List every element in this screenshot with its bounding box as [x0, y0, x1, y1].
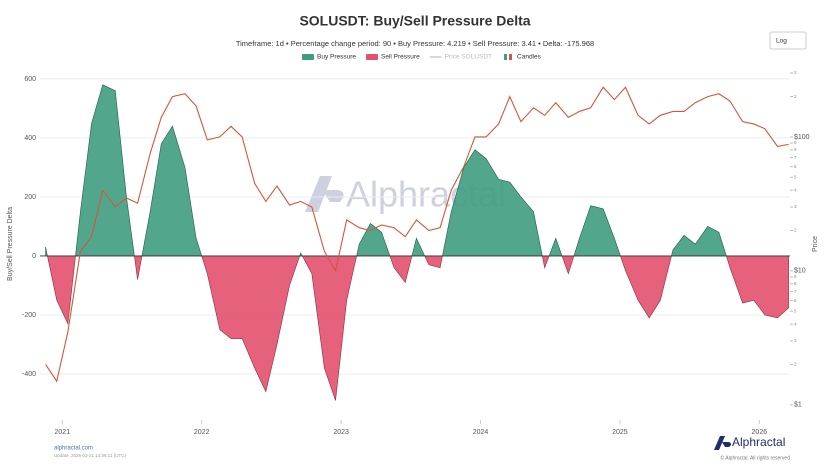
y2-tick-label: $10 [794, 268, 806, 275]
x-tick-label: 2026 [752, 429, 768, 436]
copyright: © Alphractal. All rights reserved [720, 454, 790, 461]
y2-tick-label: 5 [794, 308, 797, 313]
sell-pressure-area [45, 255, 789, 401]
legend-item[interactable]: Candles [504, 54, 542, 61]
y2-tick-label: 9 [794, 274, 797, 279]
legend-swatch[interactable] [509, 54, 513, 60]
legend-label[interactable]: Price SOLUSDT [445, 54, 492, 61]
y2-tick-label: 3 [794, 338, 797, 343]
x-tick-label: 2022 [194, 429, 210, 436]
scale-select[interactable]: Log [769, 31, 807, 50]
y2-tick-label: 7 [794, 289, 797, 294]
legend-swatch[interactable] [504, 54, 508, 60]
y-tick-label: 400 [24, 135, 36, 142]
x-tick-label: 2023 [333, 429, 349, 436]
legend-label[interactable]: Sell Pressure [381, 54, 420, 61]
y2-tick-label: 4 [794, 321, 797, 326]
x-tick-label: 2025 [612, 429, 628, 436]
y2-axis-title: Price [812, 236, 819, 252]
buy-pressure-area [45, 84, 789, 256]
y2-tick-label: 6 [794, 298, 797, 303]
legend-swatch[interactable] [366, 54, 379, 60]
y2-tick-label: $100 [794, 134, 810, 141]
y2-tick-label: 5 [794, 174, 797, 179]
y2-tick-label: 8 [794, 147, 797, 152]
footer-brand: Alphractal [732, 435, 785, 449]
y-tick-label: -200 [22, 312, 36, 319]
x-tick-label: 2021 [55, 429, 71, 436]
legend-item[interactable]: Buy Pressure [302, 54, 356, 61]
y2-tick-label: 3 [794, 204, 797, 209]
footer-logo [714, 436, 731, 450]
y-axis-title: Buy/Sell Pressure Delta [7, 207, 14, 281]
y2-tick-label: $1 [794, 402, 802, 409]
legend-label[interactable]: Buy Pressure [317, 54, 356, 61]
y-tick-label: 0 [32, 253, 36, 260]
y2-tick-label: 8 [794, 281, 797, 286]
watermark-logo [305, 176, 344, 212]
y2-tick-label: 2 [794, 362, 797, 367]
x-tick-label: 2024 [473, 429, 489, 436]
site-link[interactable]: alphractal.com [54, 446, 93, 452]
scale-select-box[interactable] [769, 31, 807, 50]
legend-item[interactable]: Sell Pressure [366, 54, 420, 61]
y-tick-label: -400 [22, 371, 36, 378]
y-tick-label: 600 [24, 76, 36, 83]
chart-subtitle: Timeframe: 1d • Percentage change period… [236, 39, 594, 48]
legend-label[interactable]: Candles [517, 54, 542, 61]
y2-tick-label: 6 [794, 164, 797, 169]
y2-tick-label: 7 [794, 155, 797, 160]
y2-tick-label: 3 [794, 70, 797, 75]
y2-tick-label: 9 [794, 140, 797, 145]
y2-tick-label: 4 [794, 187, 797, 192]
y2-tick-label: 2 [794, 94, 797, 99]
price-candles [45, 86, 789, 383]
y-tick-label: 200 [24, 194, 36, 201]
scale-select-label[interactable]: Log [776, 38, 787, 45]
legend-item[interactable]: Price SOLUSDT [429, 54, 492, 61]
update-time: Update: 2026-03-21 14:56:11 (UTC) [54, 453, 126, 458]
y2-tick-label: 2 [794, 228, 797, 233]
legend-swatch[interactable] [302, 54, 314, 60]
chart-title: SOLUSDT: Buy/Sell Pressure Delta [299, 13, 530, 29]
